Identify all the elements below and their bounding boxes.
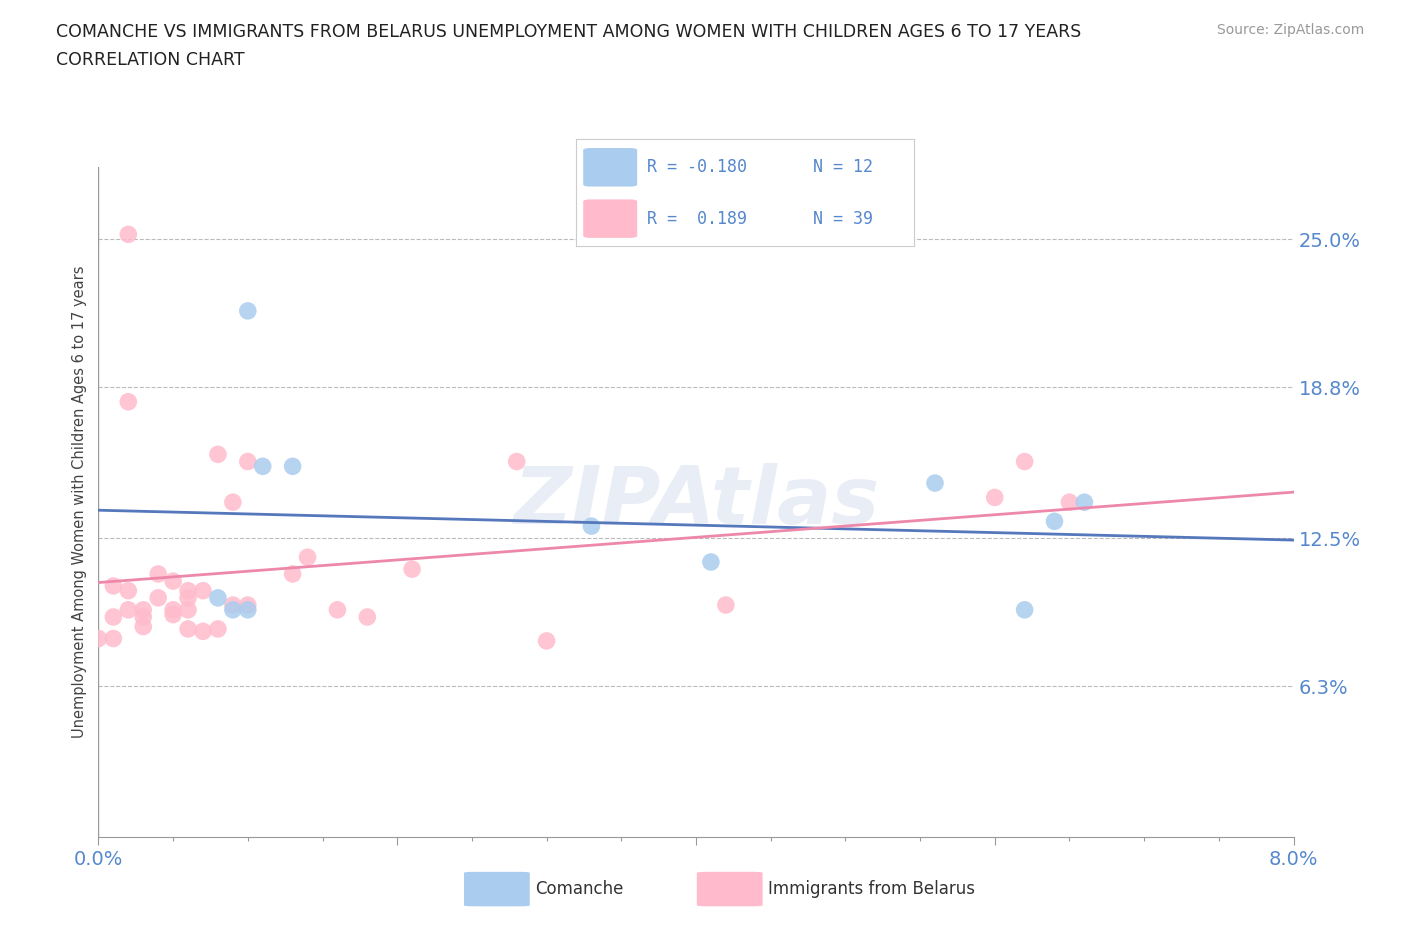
Point bbox=[1043, 514, 1066, 529]
Point bbox=[1014, 603, 1036, 618]
Text: COMANCHE VS IMMIGRANTS FROM BELARUS UNEMPLOYMENT AMONG WOMEN WITH CHILDREN AGES : COMANCHE VS IMMIGRANTS FROM BELARUS UNEM… bbox=[56, 23, 1081, 41]
FancyBboxPatch shape bbox=[697, 871, 762, 907]
FancyBboxPatch shape bbox=[464, 871, 530, 907]
Point bbox=[132, 609, 155, 624]
Point bbox=[162, 574, 184, 589]
Point bbox=[326, 603, 349, 618]
Text: CORRELATION CHART: CORRELATION CHART bbox=[56, 51, 245, 69]
Text: Immigrants from Belarus: Immigrants from Belarus bbox=[768, 880, 974, 898]
Point bbox=[117, 603, 139, 618]
Point bbox=[162, 607, 184, 622]
Point bbox=[117, 394, 139, 409]
Point bbox=[191, 624, 214, 639]
Point bbox=[148, 566, 170, 581]
Point bbox=[132, 603, 155, 618]
Text: ZIPAtlas: ZIPAtlas bbox=[513, 463, 879, 541]
Point bbox=[700, 554, 723, 569]
FancyBboxPatch shape bbox=[583, 148, 637, 187]
Text: R =  0.189: R = 0.189 bbox=[647, 209, 748, 228]
Point bbox=[714, 598, 737, 613]
Point bbox=[1073, 495, 1095, 510]
Point bbox=[924, 475, 946, 490]
Point bbox=[236, 598, 259, 613]
Point bbox=[1014, 454, 1036, 469]
Point bbox=[236, 603, 259, 618]
Point bbox=[207, 591, 229, 605]
Point bbox=[356, 609, 378, 624]
Point bbox=[103, 609, 125, 624]
Point bbox=[207, 447, 229, 462]
Point bbox=[506, 454, 529, 469]
Point bbox=[162, 603, 184, 618]
Point bbox=[87, 631, 110, 646]
Point bbox=[236, 303, 259, 318]
Y-axis label: Unemployment Among Women with Children Ages 6 to 17 years: Unemployment Among Women with Children A… bbox=[72, 266, 87, 738]
Point bbox=[297, 550, 319, 565]
Text: R = -0.180: R = -0.180 bbox=[647, 158, 748, 177]
Point bbox=[103, 631, 125, 646]
Text: N = 12: N = 12 bbox=[813, 158, 873, 177]
Point bbox=[117, 227, 139, 242]
Point bbox=[252, 458, 274, 473]
Point bbox=[177, 621, 200, 636]
Point bbox=[207, 621, 229, 636]
Text: Source: ZipAtlas.com: Source: ZipAtlas.com bbox=[1216, 23, 1364, 37]
Point bbox=[401, 562, 423, 577]
Point bbox=[983, 490, 1005, 505]
Point bbox=[177, 583, 200, 598]
Point bbox=[177, 591, 200, 605]
Point bbox=[536, 633, 558, 648]
Point bbox=[222, 603, 245, 618]
Point bbox=[132, 619, 155, 634]
Point bbox=[103, 578, 125, 593]
Point bbox=[581, 519, 603, 534]
Point bbox=[222, 598, 245, 613]
Point bbox=[191, 583, 214, 598]
Point bbox=[281, 566, 304, 581]
Point bbox=[117, 583, 139, 598]
FancyBboxPatch shape bbox=[583, 199, 637, 238]
Point bbox=[281, 458, 304, 473]
Point bbox=[236, 454, 259, 469]
Point bbox=[1059, 495, 1081, 510]
Point bbox=[177, 603, 200, 618]
Text: N = 39: N = 39 bbox=[813, 209, 873, 228]
Text: Comanche: Comanche bbox=[534, 880, 623, 898]
Point bbox=[148, 591, 170, 605]
Point bbox=[222, 495, 245, 510]
